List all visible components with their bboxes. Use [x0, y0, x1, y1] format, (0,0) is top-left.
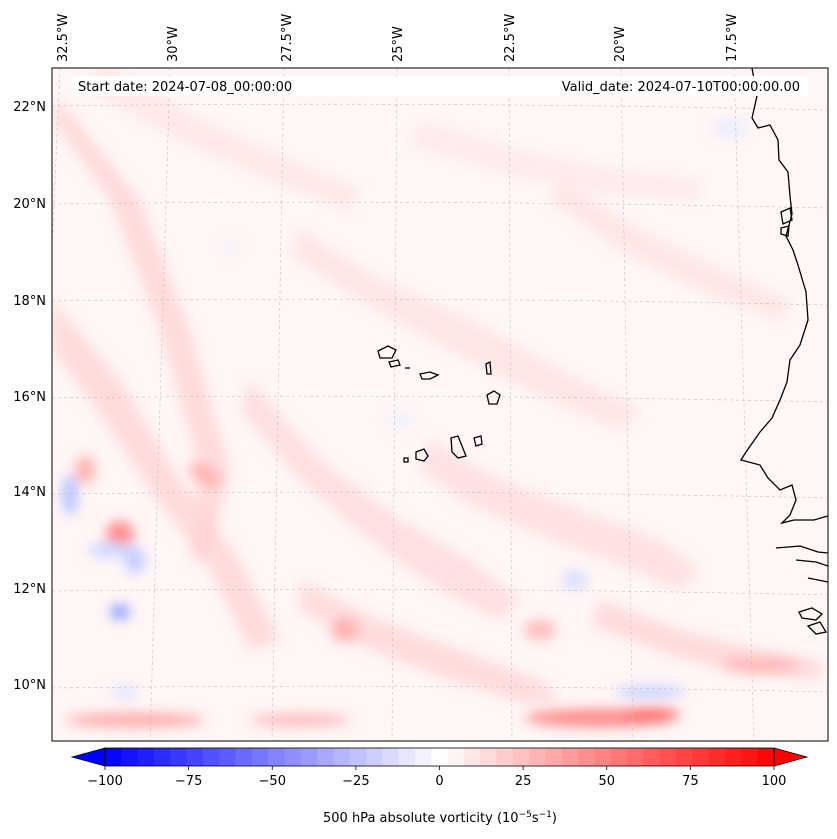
colorbar-tick-label: −75: [175, 774, 202, 789]
santo-antao-island: [377, 345, 397, 359]
lon-label-17-5w: 17.5°W: [725, 14, 740, 62]
colorbar-cell: [137, 748, 155, 766]
lat-label-18n: 18°N: [13, 294, 46, 309]
colorbar-cell: [284, 748, 302, 766]
lat-label-22n: 22°N: [13, 100, 46, 115]
fogo-island: [415, 448, 429, 462]
colorbar-tick-label: −50: [259, 774, 286, 789]
vorticity-field: [52, 68, 820, 727]
colorbar-label: 500 hPa absolute vorticity (10−5s−1): [323, 810, 557, 826]
africa-coastline: [739, 68, 828, 525]
colorbar-ticks: −100 −75 −50 −25 0 25 50 75 100: [87, 766, 786, 789]
lon-label-22-5w: 22.5°W: [503, 14, 518, 62]
colorbar-cell: [708, 748, 726, 766]
colorbar-tick-label: −100: [87, 774, 123, 789]
coastline: [377, 68, 828, 635]
colorbar-cell: [447, 748, 465, 766]
lat-label-20n: 20°N: [13, 197, 46, 212]
colorbar-cell: [235, 748, 253, 766]
colorbar-max-extend-arrow: [773, 747, 809, 767]
sao-vicente-island: [388, 359, 401, 368]
annotation-strip: [72, 76, 808, 96]
colorbar-cell: [627, 748, 645, 766]
colorbar-cell: [741, 748, 759, 766]
colorbar-cell: [349, 748, 367, 766]
santiago-island: [450, 435, 467, 459]
colorbar-cell: [545, 748, 563, 766]
colorbar-cell: [105, 748, 122, 766]
lon-label-27-5w: 27.5°W: [280, 14, 295, 62]
longitude-labels: 32.5°W 30°W 27.5°W 25°W 22.5°W 20°W 17.5…: [56, 14, 740, 62]
colorbar-tick-label: 25: [515, 774, 532, 789]
colorbar-cell: [219, 748, 237, 766]
colorbar-tick-label: 75: [682, 774, 699, 789]
colorbar-cell: [659, 748, 677, 766]
colorbar-cell: [251, 748, 269, 766]
lat-label-16n: 16°N: [13, 390, 46, 405]
colorbar-cell: [186, 748, 204, 766]
colorbar-cell: [480, 748, 498, 766]
colorbar-tick-label: 0: [435, 774, 443, 789]
colorbar-tick-label: 50: [598, 774, 615, 789]
start-date-label: Start date: 2024-07-08_00:00:00: [78, 80, 292, 95]
colorbar-cell: [431, 748, 449, 766]
lon-label-30w: 30°W: [166, 26, 181, 62]
colorbar-cell: [725, 748, 742, 766]
lat-label-12n: 12°N: [13, 582, 46, 597]
colorbar-min-extend-arrow: [70, 747, 106, 767]
lat-label-10n: 10°N: [13, 678, 46, 693]
colorbar-cell: [415, 748, 432, 766]
colorbar-tick-label: 100: [762, 774, 787, 789]
colorbar-cell: [202, 748, 220, 766]
colorbar-cell: [300, 748, 318, 766]
colorbar-cell: [512, 748, 530, 766]
map-frame: [51, 67, 829, 742]
colorbar-cell: [529, 748, 547, 766]
sal-island: [485, 360, 492, 375]
colorbar-cell: [643, 748, 661, 766]
colorbar-cell: [561, 748, 579, 766]
colorbar-cell: [463, 748, 481, 766]
colorbar-cell: [170, 748, 188, 766]
lon-label-20w: 20°W: [613, 26, 628, 62]
colorbar-cell: [382, 748, 400, 766]
lon-label-32-5w: 32.5°W: [56, 14, 71, 62]
map-panel: Start date: 2024-07-08_00:00:00 Valid_da…: [52, 68, 828, 741]
colorbar-cell: [153, 748, 171, 766]
lat-label-14n: 14°N: [13, 485, 46, 500]
colorbar-cell: [317, 748, 335, 766]
colorbar-cell: [757, 748, 775, 766]
colorbar-tick-label: −25: [342, 774, 369, 789]
maio-island: [473, 435, 483, 447]
colorbar-cell: [692, 748, 710, 766]
colorbar-cell: [594, 748, 612, 766]
colorbar-cell: [268, 748, 286, 766]
colorbar-cell: [366, 748, 383, 766]
valid-date-label: Valid_date: 2024-07-10T00:00:00.00: [562, 80, 800, 95]
colorbar-cells: [105, 748, 775, 766]
colorbar-cell: [578, 748, 596, 766]
graticule: [52, 68, 828, 741]
lon-label-25w: 25°W: [391, 26, 406, 62]
brava-island: [403, 457, 409, 463]
colorbar-cell: [121, 748, 139, 766]
colorbar: −100 −75 −50 −25 0 25 50 75 100 500 hPa absolute…: [70, 747, 809, 826]
colorbar-cell: [398, 748, 416, 766]
colorbar-cell: [496, 748, 514, 766]
colorbar-cell: [610, 748, 628, 766]
colorbar-cell: [333, 748, 351, 766]
colorbar-cell: [676, 748, 694, 766]
sao-nicolau-island: [419, 371, 440, 380]
boa-vista-island: [486, 390, 501, 405]
latitude-labels: 22°N 20°N 18°N 16°N 14°N 12°N 10°N: [13, 100, 46, 693]
